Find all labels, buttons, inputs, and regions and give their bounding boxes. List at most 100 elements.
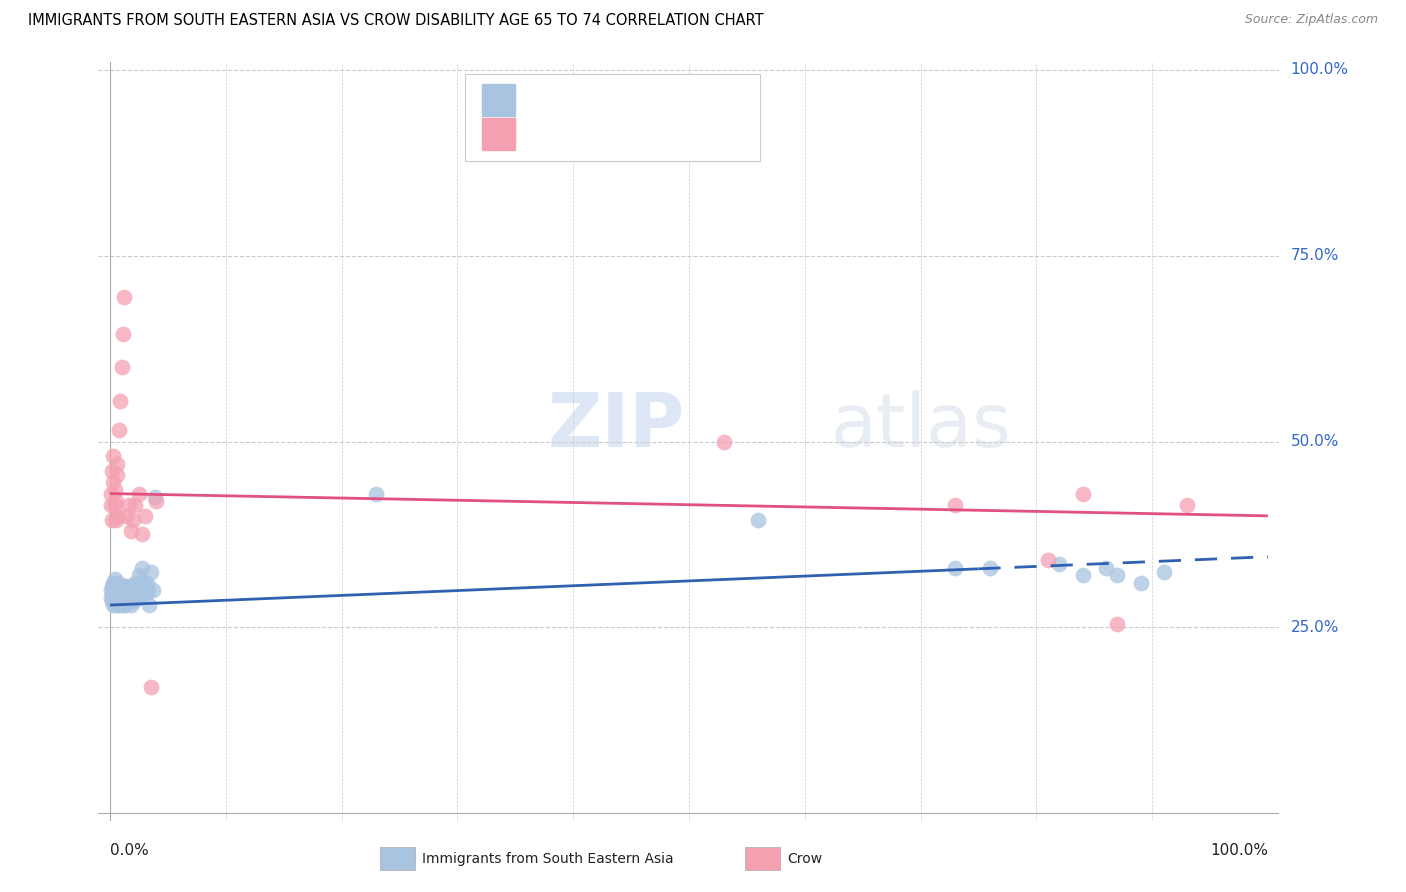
Point bbox=[103, 450, 125, 464]
Point bbox=[104, 583, 127, 598]
Point bbox=[139, 565, 162, 579]
Point bbox=[117, 594, 139, 608]
Point bbox=[104, 591, 127, 605]
Point bbox=[103, 475, 125, 490]
Point bbox=[134, 508, 156, 523]
Text: 75.0%: 75.0% bbox=[1291, 248, 1339, 263]
Point bbox=[103, 598, 125, 612]
Point bbox=[1175, 498, 1198, 512]
Point bbox=[129, 587, 152, 601]
Point bbox=[1071, 568, 1094, 582]
Point bbox=[135, 587, 157, 601]
Point bbox=[104, 512, 127, 526]
Point bbox=[1049, 557, 1071, 572]
Point bbox=[112, 289, 135, 303]
Point bbox=[110, 580, 132, 594]
Point bbox=[114, 587, 136, 601]
Point bbox=[100, 591, 122, 605]
Point bbox=[125, 591, 148, 605]
Point bbox=[943, 561, 966, 575]
Point bbox=[1036, 553, 1059, 567]
Text: Source: ZipAtlas.com: Source: ZipAtlas.com bbox=[1244, 13, 1378, 27]
Text: R = -0.089: R = -0.089 bbox=[530, 126, 612, 141]
Point bbox=[104, 483, 127, 497]
Point bbox=[107, 575, 129, 590]
Point bbox=[124, 587, 146, 601]
Text: N = 68: N = 68 bbox=[678, 92, 734, 107]
Point bbox=[105, 587, 128, 601]
Point bbox=[110, 393, 132, 408]
Point bbox=[101, 594, 124, 608]
Point bbox=[110, 587, 132, 601]
Point bbox=[110, 583, 132, 598]
Point bbox=[101, 580, 124, 594]
FancyBboxPatch shape bbox=[482, 84, 516, 115]
Point bbox=[112, 591, 135, 605]
Point bbox=[103, 587, 125, 601]
Point bbox=[1129, 575, 1152, 590]
Point bbox=[107, 594, 129, 608]
Text: 0.157: 0.157 bbox=[595, 92, 643, 107]
Point bbox=[1071, 486, 1094, 500]
Point bbox=[104, 594, 127, 608]
Point bbox=[128, 568, 150, 582]
Point bbox=[122, 512, 145, 526]
Point bbox=[115, 508, 138, 523]
Point bbox=[104, 583, 127, 598]
Point bbox=[112, 580, 135, 594]
Text: IMMIGRANTS FROM SOUTH EASTERN ASIA VS CROW DISABILITY AGE 65 TO 74 CORRELATION C: IMMIGRANTS FROM SOUTH EASTERN ASIA VS CR… bbox=[28, 13, 763, 29]
Point bbox=[1107, 616, 1129, 631]
Point bbox=[131, 561, 153, 575]
Point bbox=[943, 498, 966, 512]
Point bbox=[120, 598, 142, 612]
Point bbox=[1153, 565, 1175, 579]
FancyBboxPatch shape bbox=[482, 118, 516, 150]
Point bbox=[129, 575, 152, 590]
Point bbox=[115, 583, 138, 598]
Text: ZIP: ZIP bbox=[547, 390, 685, 463]
Point bbox=[127, 583, 149, 598]
Point bbox=[136, 575, 159, 590]
Text: 50.0%: 50.0% bbox=[1291, 434, 1339, 449]
Point bbox=[121, 580, 143, 594]
Point bbox=[117, 498, 139, 512]
Text: 100.0%: 100.0% bbox=[1211, 843, 1268, 858]
Point bbox=[111, 326, 134, 341]
Point bbox=[124, 594, 146, 608]
Point bbox=[139, 680, 162, 694]
Point bbox=[110, 580, 132, 594]
Point bbox=[103, 575, 125, 590]
Point bbox=[104, 494, 127, 508]
Text: R =: R = bbox=[530, 92, 558, 107]
Point bbox=[138, 598, 160, 612]
Point bbox=[107, 508, 129, 523]
Point bbox=[124, 583, 146, 598]
Point bbox=[108, 587, 131, 601]
Point bbox=[107, 583, 129, 598]
Point bbox=[117, 583, 139, 598]
Point bbox=[117, 583, 139, 598]
Point bbox=[713, 434, 735, 449]
Point bbox=[134, 580, 156, 594]
Point bbox=[110, 360, 132, 375]
Point bbox=[110, 594, 132, 608]
Point bbox=[101, 464, 124, 478]
Text: N = 34: N = 34 bbox=[678, 126, 734, 141]
Point bbox=[132, 575, 155, 590]
Point bbox=[105, 598, 128, 612]
Point bbox=[118, 580, 141, 594]
Text: atlas: atlas bbox=[831, 390, 1012, 463]
Point bbox=[1107, 568, 1129, 582]
Point bbox=[101, 587, 124, 601]
Point bbox=[114, 580, 136, 594]
Point bbox=[1094, 561, 1116, 575]
Point bbox=[105, 457, 128, 471]
Point bbox=[105, 580, 128, 594]
Point bbox=[128, 486, 150, 500]
Point bbox=[120, 524, 142, 538]
Point bbox=[105, 467, 128, 482]
Text: 100.0%: 100.0% bbox=[1291, 62, 1348, 78]
Point bbox=[366, 486, 388, 500]
Point bbox=[100, 583, 122, 598]
Point bbox=[120, 587, 142, 601]
